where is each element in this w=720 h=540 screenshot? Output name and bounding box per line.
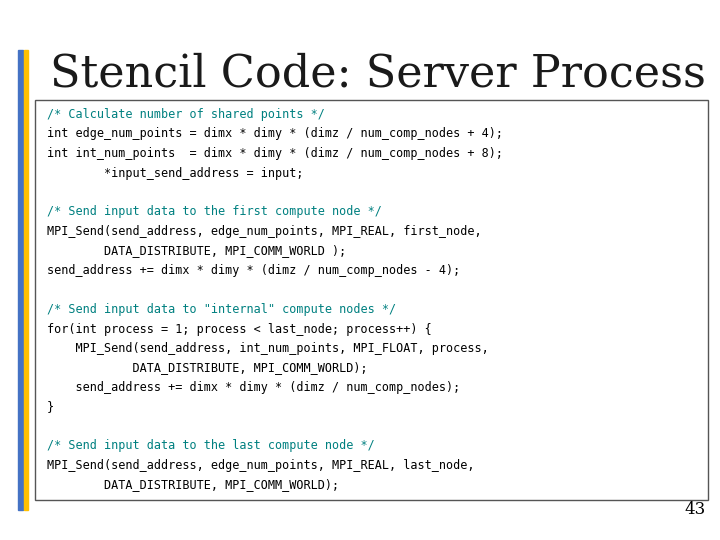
Text: DATA_DISTRIBUTE, MPI_COMM_WORLD);: DATA_DISTRIBUTE, MPI_COMM_WORLD);: [47, 478, 339, 491]
Bar: [18, 50, 23, 510]
Text: for(int process = 1; process < last_node; process++) {: for(int process = 1; process < last_node…: [47, 322, 432, 335]
Text: DATA_DISTRIBUTE, MPI_COMM_WORLD);: DATA_DISTRIBUTE, MPI_COMM_WORLD);: [47, 361, 368, 375]
Text: /* Send input data to "internal" compute nodes */: /* Send input data to "internal" compute…: [47, 303, 396, 316]
Text: /* Calculate number of shared points */: /* Calculate number of shared points */: [47, 108, 325, 121]
Text: /* Send input data to the first compute node */: /* Send input data to the first compute …: [47, 206, 382, 219]
Text: int edge_num_points = dimx * dimy * (dimz / num_comp_nodes + 4);: int edge_num_points = dimx * dimy * (dim…: [47, 127, 503, 140]
Text: /* Send input data to the last compute node */: /* Send input data to the last compute n…: [47, 440, 374, 453]
Text: int int_num_points  = dimx * dimy * (dimz / num_comp_nodes + 8);: int int_num_points = dimx * dimy * (dimz…: [47, 147, 503, 160]
Text: DATA_DISTRIBUTE, MPI_COMM_WORLD );: DATA_DISTRIBUTE, MPI_COMM_WORLD );: [47, 245, 346, 258]
Bar: [24, 50, 28, 510]
Text: }: }: [47, 401, 54, 414]
Text: 43: 43: [685, 501, 706, 518]
Text: send_address += dimx * dimy * (dimz / num_comp_nodes - 4);: send_address += dimx * dimy * (dimz / nu…: [47, 264, 460, 277]
Text: MPI_Send(send_address, edge_num_points, MPI_REAL, last_node,: MPI_Send(send_address, edge_num_points, …: [47, 459, 474, 472]
Text: MPI_Send(send_address, edge_num_points, MPI_REAL, first_node,: MPI_Send(send_address, edge_num_points, …: [47, 225, 482, 238]
Text: send_address += dimx * dimy * (dimz / num_comp_nodes);: send_address += dimx * dimy * (dimz / nu…: [47, 381, 460, 394]
FancyBboxPatch shape: [35, 100, 708, 500]
Text: Stencil Code: Server Process (II): Stencil Code: Server Process (II): [50, 53, 720, 96]
Text: MPI_Send(send_address, int_num_points, MPI_FLOAT, process,: MPI_Send(send_address, int_num_points, M…: [47, 342, 489, 355]
Text: *input_send_address = input;: *input_send_address = input;: [47, 166, 304, 179]
